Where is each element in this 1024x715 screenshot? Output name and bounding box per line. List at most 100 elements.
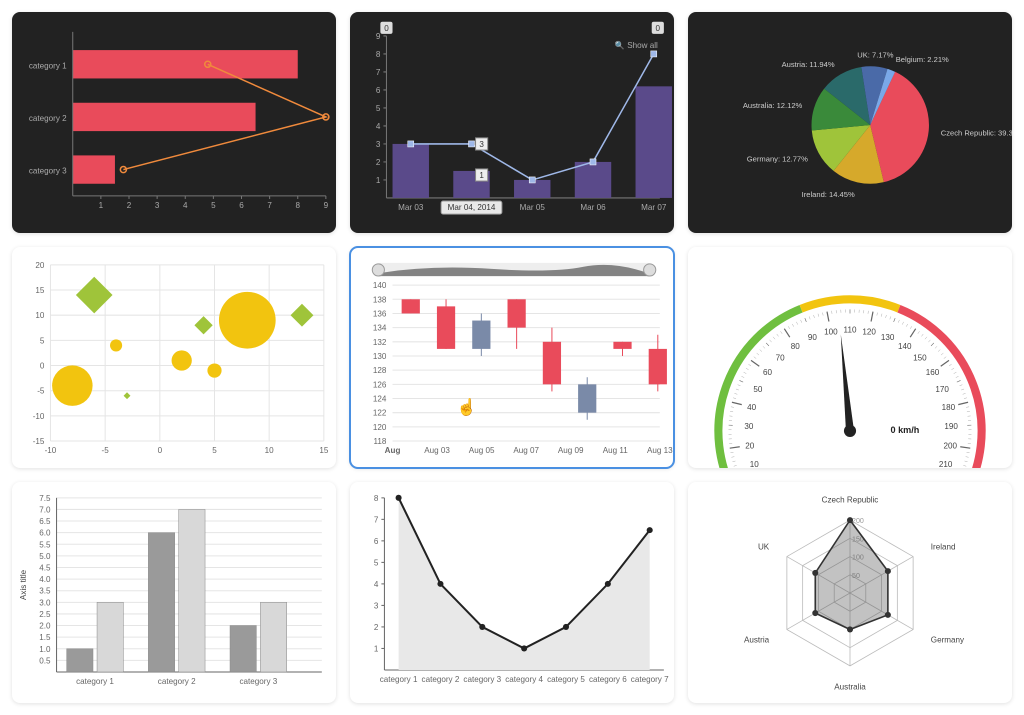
svg-text:2.5: 2.5 [39,610,51,619]
svg-text:10: 10 [35,311,45,320]
svg-text:Australia: Australia [834,682,866,691]
svg-text:Germany: 12.77%: Germany: 12.77% [747,155,808,164]
svg-text:6.5: 6.5 [39,517,51,526]
svg-text:90: 90 [808,333,818,342]
svg-text:3.0: 3.0 [39,598,51,607]
gauge-chart-card[interactable]: 0102030405060708090100110120130140150160… [688,247,1012,468]
svg-text:118: 118 [374,437,387,446]
svg-text:category 6: category 6 [589,675,627,684]
svg-text:Czech Republic: 39.35%: Czech Republic: 39.35% [941,128,1012,137]
svg-text:category 1: category 1 [29,61,67,70]
svg-text:120: 120 [373,423,387,432]
svg-text:130: 130 [373,352,387,361]
svg-text:40: 40 [747,403,757,412]
svg-text:Austria: 11.94%: Austria: 11.94% [782,60,835,69]
radar-chart-card[interactable]: 50100150200Czech RepublicIrelandGermanyA… [688,482,1012,703]
svg-text:4: 4 [374,580,379,589]
svg-text:132: 132 [373,338,387,347]
hbar-chart-card[interactable]: category 1category 2category 3123456789 [12,12,336,233]
svg-text:180: 180 [942,403,956,412]
svg-text:0 km/h: 0 km/h [891,425,920,435]
svg-text:124: 124 [373,395,387,404]
candlestick-chart-card[interactable]: 118120122124126128130132134136138140AugA… [350,247,674,468]
svg-text:Axis title: Axis title [19,569,28,600]
svg-text:7.0: 7.0 [39,505,51,514]
svg-text:138: 138 [373,295,387,304]
svg-text:3: 3 [155,201,160,210]
svg-text:-5: -5 [37,387,45,396]
svg-text:70: 70 [776,354,786,363]
pie-chart-card[interactable]: Czech Republic: 39.35%Ireland: 14.45%Ger… [688,12,1012,233]
svg-text:category 4: category 4 [505,675,543,684]
svg-text:60: 60 [763,368,773,377]
svg-text:1.5: 1.5 [39,633,51,642]
svg-text:Mar 05: Mar 05 [520,203,546,212]
svg-text:20: 20 [745,441,755,450]
svg-text:Aug 09: Aug 09 [558,446,584,455]
svg-text:2: 2 [376,158,381,167]
svg-text:140: 140 [898,342,912,351]
bubble-chart-card[interactable]: -10-5051015-15-10-505101520 [12,247,336,468]
svg-text:110: 110 [844,326,857,335]
svg-text:30: 30 [744,422,754,431]
svg-text:0: 0 [384,24,389,33]
svg-text:0: 0 [656,24,661,33]
svg-text:6: 6 [376,86,381,95]
svg-text:15: 15 [35,286,45,295]
svg-text:-10: -10 [45,446,57,455]
svg-text:120: 120 [862,328,876,337]
svg-text:3: 3 [479,140,484,149]
svg-text:20: 20 [35,261,45,270]
grouped-bar-chart-card[interactable]: 0.51.01.52.02.53.03.54.04.55.05.56.06.57… [12,482,336,703]
svg-text:0.5: 0.5 [39,656,51,665]
svg-text:190: 190 [944,422,958,431]
svg-text:1: 1 [374,644,379,653]
svg-text:4.5: 4.5 [39,564,51,573]
svg-text:7: 7 [374,515,379,524]
svg-text:5: 5 [212,446,217,455]
svg-text:122: 122 [373,409,387,418]
svg-text:category 2: category 2 [29,114,67,123]
svg-text:UK: 7.17%: UK: 7.17% [857,50,893,59]
svg-text:category 2: category 2 [158,677,196,686]
svg-text:10: 10 [265,446,275,455]
svg-text:5: 5 [211,201,216,210]
svg-text:4: 4 [376,122,381,131]
svg-text:128: 128 [373,366,387,375]
svg-text:3: 3 [376,140,381,149]
svg-text:126: 126 [373,380,387,389]
svg-text:Mar 06: Mar 06 [580,203,606,212]
svg-text:Aug 05: Aug 05 [469,446,495,455]
svg-text:Mar 04, 2014: Mar 04, 2014 [448,203,496,212]
svg-text:Belgium: 2.21%: Belgium: 2.21% [896,55,949,64]
svg-text:category 3: category 3 [29,167,67,176]
svg-text:Czech Republic: Czech Republic [822,496,879,505]
svg-text:1.0: 1.0 [39,645,51,654]
svg-text:10: 10 [750,460,760,468]
area-chart-card[interactable]: 12345678category 1category 2category 3ca… [350,482,674,703]
svg-text:6: 6 [239,201,244,210]
svg-text:6.0: 6.0 [39,529,51,538]
svg-text:5: 5 [40,336,45,345]
svg-text:Mar 03: Mar 03 [398,203,424,212]
svg-text:140: 140 [373,281,387,290]
svg-text:category 1: category 1 [380,675,418,684]
svg-text:50: 50 [753,385,763,394]
svg-text:category 7: category 7 [631,675,669,684]
svg-text:5: 5 [374,558,379,567]
svg-text:2.0: 2.0 [39,622,51,631]
svg-text:category 1: category 1 [76,677,114,686]
svg-text:Aug 13: Aug 13 [647,446,673,455]
svg-text:-5: -5 [102,446,110,455]
svg-text:80: 80 [791,342,801,351]
svg-text:15: 15 [319,446,329,455]
barline-chart-card[interactable]: 123456789Mar 03Mar 04Mar 05Mar 06Mar 07M… [350,12,674,233]
svg-text:130: 130 [881,333,895,342]
svg-text:category 5: category 5 [547,675,585,684]
svg-text:160: 160 [926,368,940,377]
svg-text:7.5: 7.5 [39,494,51,503]
svg-text:8: 8 [374,494,379,503]
svg-text:Aug: Aug [385,446,401,455]
svg-text:0: 0 [158,446,163,455]
svg-text:Aug 03: Aug 03 [424,446,450,455]
